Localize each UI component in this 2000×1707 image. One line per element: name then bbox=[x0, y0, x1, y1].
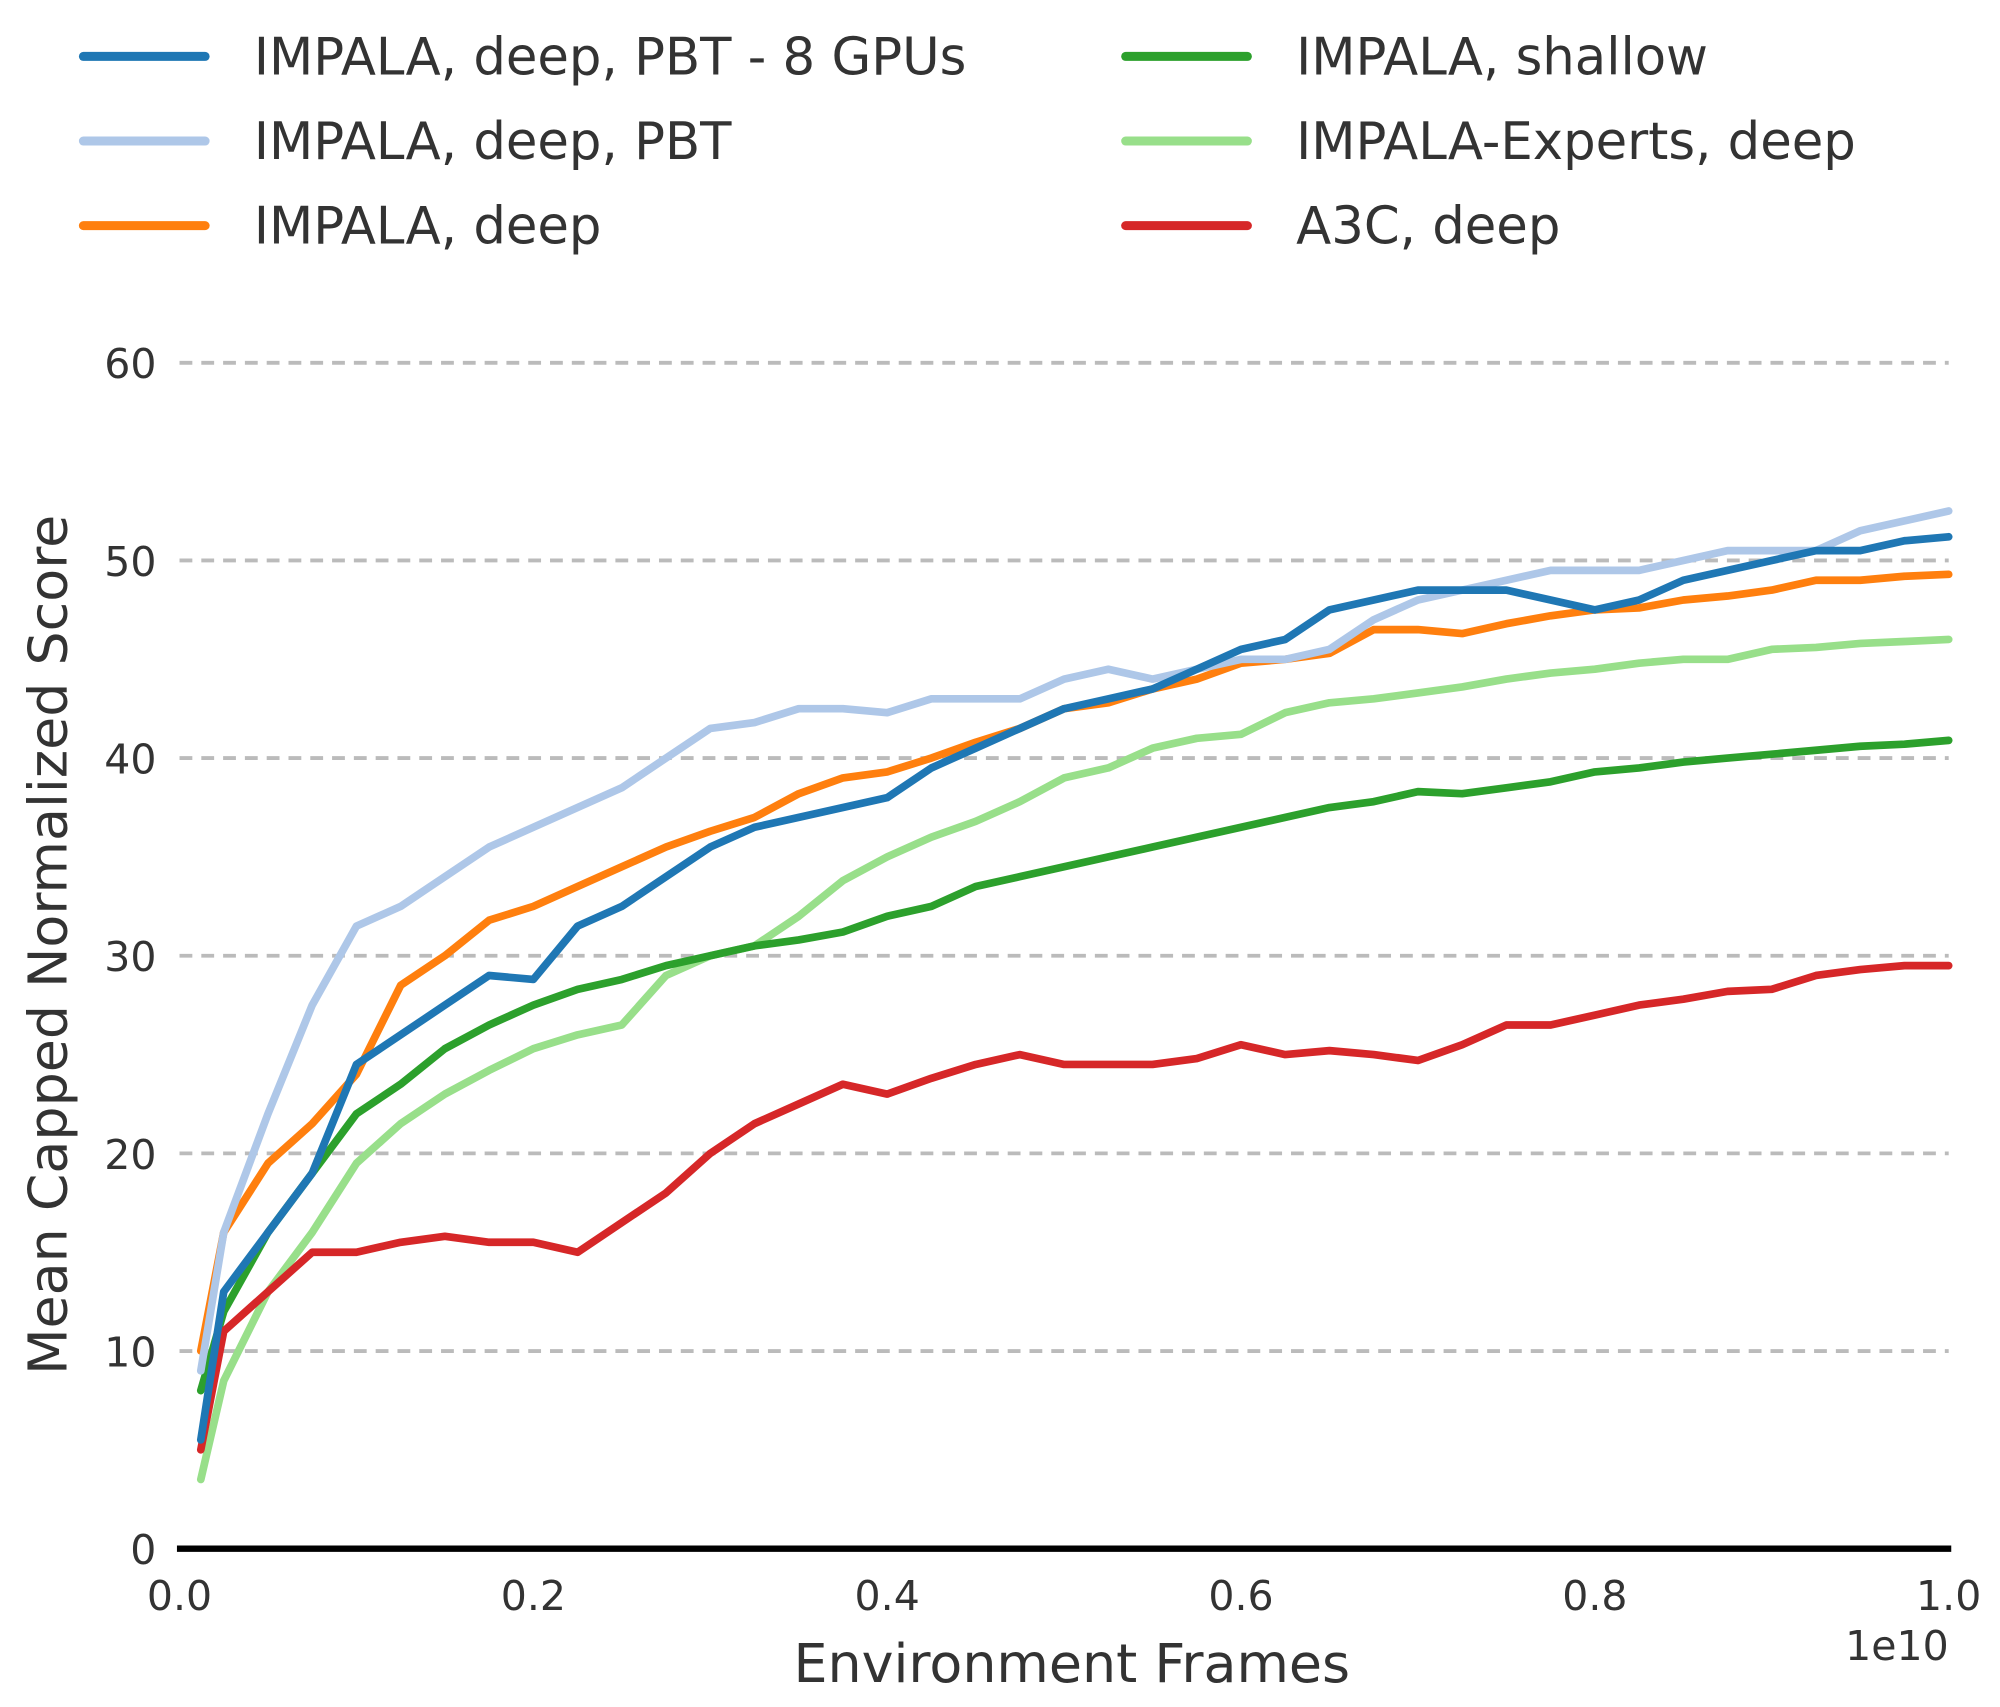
y-tick-label: 40 bbox=[104, 735, 156, 783]
y-tick-label: 60 bbox=[104, 340, 156, 388]
y-tick-label: 20 bbox=[104, 1131, 156, 1179]
x-tick-label: 0.8 bbox=[1562, 1572, 1627, 1620]
grid-lines bbox=[179, 360, 1949, 1353]
legend-label: IMPALA-Experts, deep bbox=[1296, 112, 1856, 172]
series-line-2 bbox=[196, 570, 1953, 1355]
x-tick-label: 0.0 bbox=[147, 1572, 212, 1620]
y-tick-label: 30 bbox=[104, 933, 156, 981]
x-tick-labels: 0.0 0.2 0.4 0.6 0.8 1.0 bbox=[147, 1572, 1981, 1620]
legend-label: A3C, deep bbox=[1296, 197, 1560, 257]
legend-label: IMPALA, deep, PBT - 8 GPUs bbox=[254, 27, 966, 87]
y-tick-label: 0 bbox=[130, 1526, 156, 1574]
series-line-5 bbox=[196, 961, 1953, 1454]
legend-label: IMPALA, shallow bbox=[1296, 27, 1708, 87]
series-line-1 bbox=[196, 507, 1953, 1375]
legend-item: IMPALA, deep bbox=[78, 197, 602, 257]
x-offset-label: 1e10 bbox=[1845, 1622, 1949, 1670]
series-line-0 bbox=[196, 532, 1953, 1444]
legend-item: IMPALA-Experts, deep bbox=[1121, 112, 1856, 172]
x-tick-label: 0.4 bbox=[855, 1572, 920, 1620]
legend-item: IMPALA, deep, PBT - 8 GPUs bbox=[78, 27, 966, 87]
y-axis-label: Mean Capped Normalized Score bbox=[17, 515, 80, 1375]
y-tick-label: 50 bbox=[104, 538, 156, 586]
series-line-3 bbox=[196, 736, 1953, 1395]
x-tick-label: 0.2 bbox=[501, 1572, 566, 1620]
x-tick-label: 1.0 bbox=[1916, 1572, 1981, 1620]
series-line-4 bbox=[196, 635, 1953, 1484]
y-tick-labels: 0 10 20 30 40 50 60 bbox=[104, 340, 156, 1574]
legend: IMPALA, deep, PBT - 8 GPUs IMPALA, deep, … bbox=[78, 27, 1856, 257]
x-tick-label: 0.6 bbox=[1208, 1572, 1273, 1620]
legend-label: IMPALA, deep bbox=[254, 197, 602, 257]
legend-item: IMPALA, deep, PBT bbox=[78, 112, 732, 172]
legend-item: A3C, deep bbox=[1121, 197, 1560, 257]
legend-item: IMPALA, shallow bbox=[1121, 27, 1708, 87]
series-lines bbox=[196, 507, 1953, 1484]
y-tick-label: 10 bbox=[104, 1328, 156, 1376]
legend-label: IMPALA, deep, PBT bbox=[254, 112, 732, 172]
x-axis-label: Environment Frames bbox=[794, 1632, 1351, 1695]
